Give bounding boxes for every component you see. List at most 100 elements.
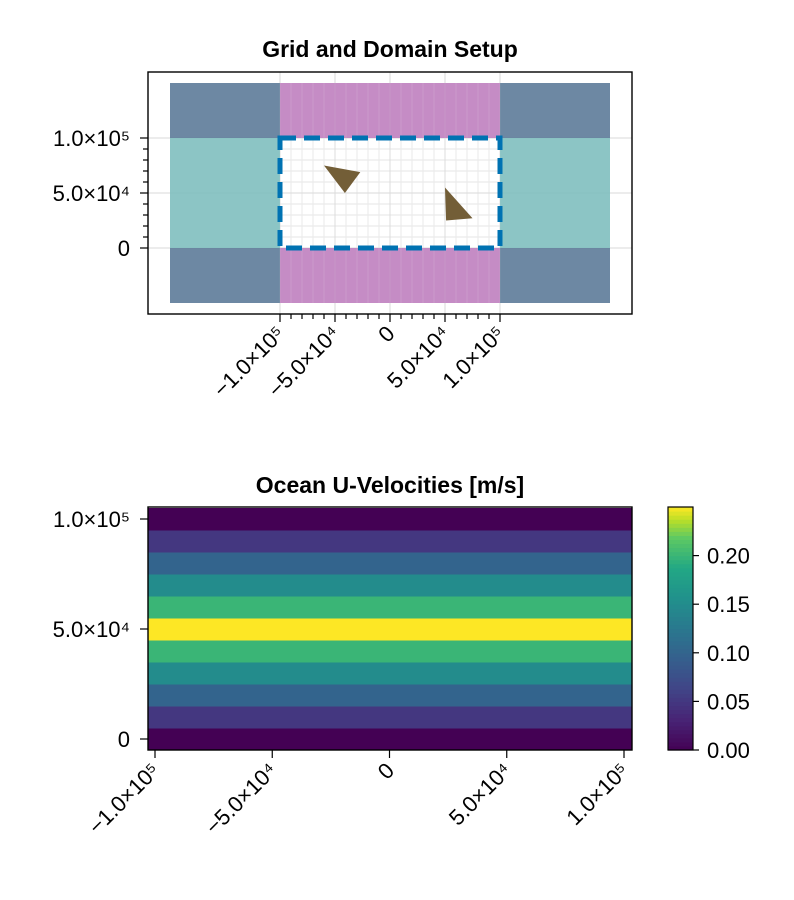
colorbar-segment <box>668 689 693 694</box>
x-tick-label: 1.0×10⁵ <box>437 321 509 393</box>
colorbar-segment <box>668 519 693 524</box>
heatmap-row <box>148 618 632 641</box>
colorbar-segment <box>668 620 693 626</box>
colorbar-segment <box>668 648 693 654</box>
domain-boundary-rect <box>277 135 503 251</box>
colorbar-segment <box>668 563 693 569</box>
panel1-domain-boundary <box>277 135 503 251</box>
grid-domain-panel: Grid and Domain Setup −1.0×10⁵−5.0×10⁴ 05… <box>53 36 633 402</box>
colorbar-tick-label: 0.05 <box>707 689 750 714</box>
colorbar-segment <box>668 705 693 711</box>
colorbar-tick-label: 0.10 <box>707 641 750 666</box>
colorbar-segment <box>668 681 693 686</box>
x-tick-label: 0 <box>373 321 399 347</box>
colorbar: 0.00 0.05 0.10 0.15 0.20 <box>667 506 750 763</box>
y-tick-label: 0 <box>118 236 130 261</box>
x-tick-label: 0 <box>373 758 399 784</box>
y-tick-label: 5.0×10⁴ <box>53 617 130 642</box>
colorbar-segment <box>668 632 693 638</box>
colorbar-segment <box>668 604 693 609</box>
colorbar-segment <box>668 579 693 585</box>
colorbar-segment <box>668 725 693 731</box>
panel2-y-ticks: 0 5.0×10⁴ 1.0×10⁵ <box>53 507 148 752</box>
colorbar-segment <box>668 745 693 751</box>
colorbar-segment <box>668 596 693 601</box>
y-tick-label: 5.0×10⁴ <box>53 181 130 206</box>
colorbar-segment <box>668 741 693 747</box>
x-tick-label: 5.0×10⁴ <box>444 758 516 830</box>
floe-2 <box>445 187 473 221</box>
region-top-bottom <box>280 83 500 138</box>
colorbar-segment <box>668 729 693 735</box>
colorbar-ticks: 0.00 0.05 0.10 0.15 0.20 <box>693 544 750 763</box>
y-tick-label: 1.0×10⁵ <box>53 126 130 151</box>
colorbar-frame <box>667 506 694 751</box>
colorbar-segment <box>668 669 693 674</box>
colorbar-segment <box>668 592 693 597</box>
colorbar-segment <box>668 616 693 621</box>
heatmap-row <box>148 530 632 553</box>
colorbar-segment <box>668 644 693 650</box>
colorbar-gradient <box>668 507 693 751</box>
colorbar-segment <box>668 567 693 573</box>
heatmap-row <box>148 640 632 663</box>
y-tick-label: 0 <box>118 727 130 752</box>
colorbar-segment <box>668 527 693 532</box>
colorbar-segment <box>668 608 693 613</box>
panel2-heatmap <box>148 508 632 750</box>
heatmap-row <box>148 574 632 597</box>
colorbar-segment <box>668 685 693 690</box>
colorbar-segment <box>668 555 693 561</box>
colorbar-segment <box>668 628 693 634</box>
region-top-bottom <box>280 248 500 303</box>
colorbar-segment <box>668 515 693 520</box>
region-corner <box>170 248 280 303</box>
colorbar-segment <box>668 701 693 707</box>
colorbar-segment <box>668 636 693 642</box>
colorbar-segment <box>668 737 693 743</box>
colorbar-segment <box>668 717 693 723</box>
colorbar-segment <box>668 677 693 682</box>
heatmap-row <box>148 684 632 707</box>
panel2-x-ticks: −1.0×10⁵ −5.0×10⁴ 0 5.0×10⁴ 1.0×10⁵ <box>83 750 634 839</box>
heatmap-row <box>148 706 632 729</box>
colorbar-segment <box>668 559 693 565</box>
colorbar-segment <box>668 733 693 739</box>
colorbar-segment <box>668 721 693 727</box>
y-tick-label: 1.0×10⁵ <box>53 507 130 532</box>
colorbar-segment <box>668 531 693 536</box>
colorbar-segment <box>668 551 693 557</box>
region-corner <box>500 248 610 303</box>
colorbar-segment <box>668 547 693 553</box>
region-corner <box>500 83 610 138</box>
colorbar-segment <box>668 571 693 577</box>
panel1-y-ticks: 0 5.0×10⁴ 1.0×10⁵ <box>53 126 148 261</box>
colorbar-segment <box>668 588 693 593</box>
region-side <box>170 138 280 248</box>
panel2-title: Ocean U-Velocities [m/s] <box>256 472 524 498</box>
panel1-regions <box>170 83 610 303</box>
colorbar-tick-label: 0.00 <box>707 738 750 763</box>
colorbar-segment <box>668 656 693 662</box>
ocean-velocity-panel: Ocean U-Velocities [m/s] −1.0×10⁵ −5.0×10… <box>53 472 634 839</box>
colorbar-segment <box>668 713 693 719</box>
panel1-title: Grid and Domain Setup <box>262 36 518 62</box>
colorbar-segment <box>668 640 693 646</box>
region-corner <box>170 83 280 138</box>
colorbar-segment <box>668 693 693 698</box>
heatmap-row <box>148 552 632 575</box>
region-side <box>500 138 610 248</box>
colorbar-segment <box>668 523 693 528</box>
colorbar-segment <box>668 664 693 670</box>
colorbar-segment <box>668 709 693 715</box>
heatmap-row <box>148 728 632 750</box>
x-tick-label: −5.0×10⁴ <box>200 758 281 839</box>
panel1-floes <box>324 165 473 221</box>
colorbar-segment <box>668 583 693 589</box>
colorbar-tick-label: 0.20 <box>707 544 750 569</box>
colorbar-segment <box>668 652 693 658</box>
colorbar-tick-label: 0.15 <box>707 592 750 617</box>
colorbar-segment <box>668 600 693 605</box>
